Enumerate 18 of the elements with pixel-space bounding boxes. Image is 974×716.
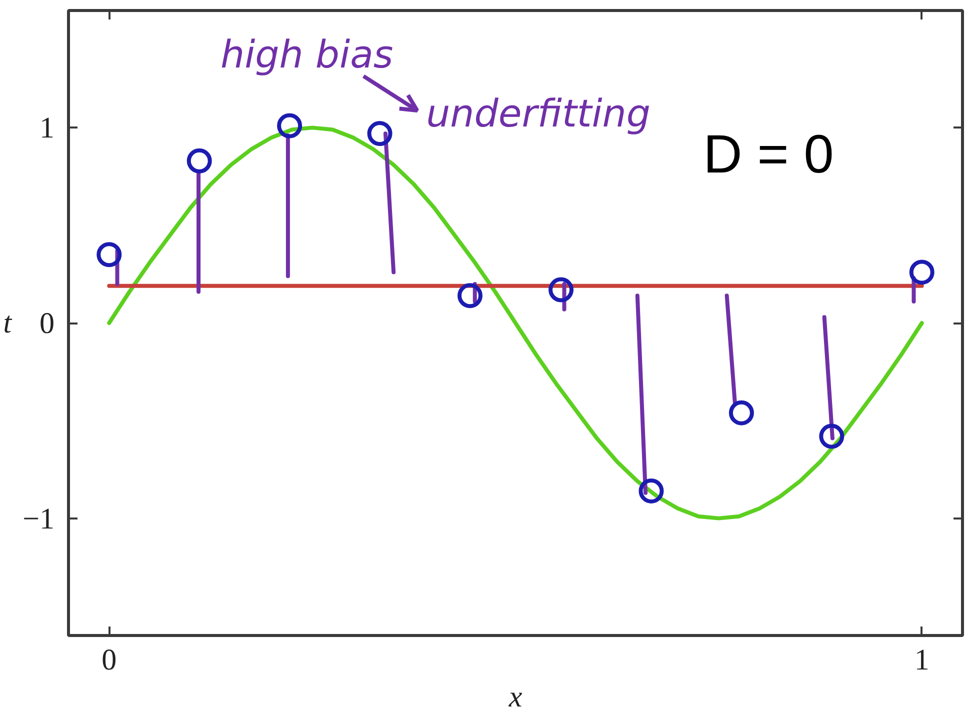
- x-axis-title: x: [508, 680, 523, 714]
- point: [548, 277, 574, 302]
- y-tick-label: −1: [22, 502, 55, 536]
- y-axis-title: t: [3, 306, 12, 340]
- point: [819, 424, 844, 449]
- point: [96, 242, 122, 268]
- y-tick-label: 1: [40, 112, 54, 145]
- annotation: high bias: [220, 32, 394, 76]
- y-tick-label: 0: [40, 307, 54, 340]
- point: [457, 283, 482, 308]
- point: [909, 260, 934, 285]
- annotation: underfitting: [426, 92, 651, 136]
- point: [367, 121, 392, 146]
- point: [638, 478, 664, 504]
- annotation: D = 0: [703, 124, 834, 184]
- point: [277, 113, 302, 138]
- point: [728, 400, 754, 426]
- point: [186, 148, 212, 174]
